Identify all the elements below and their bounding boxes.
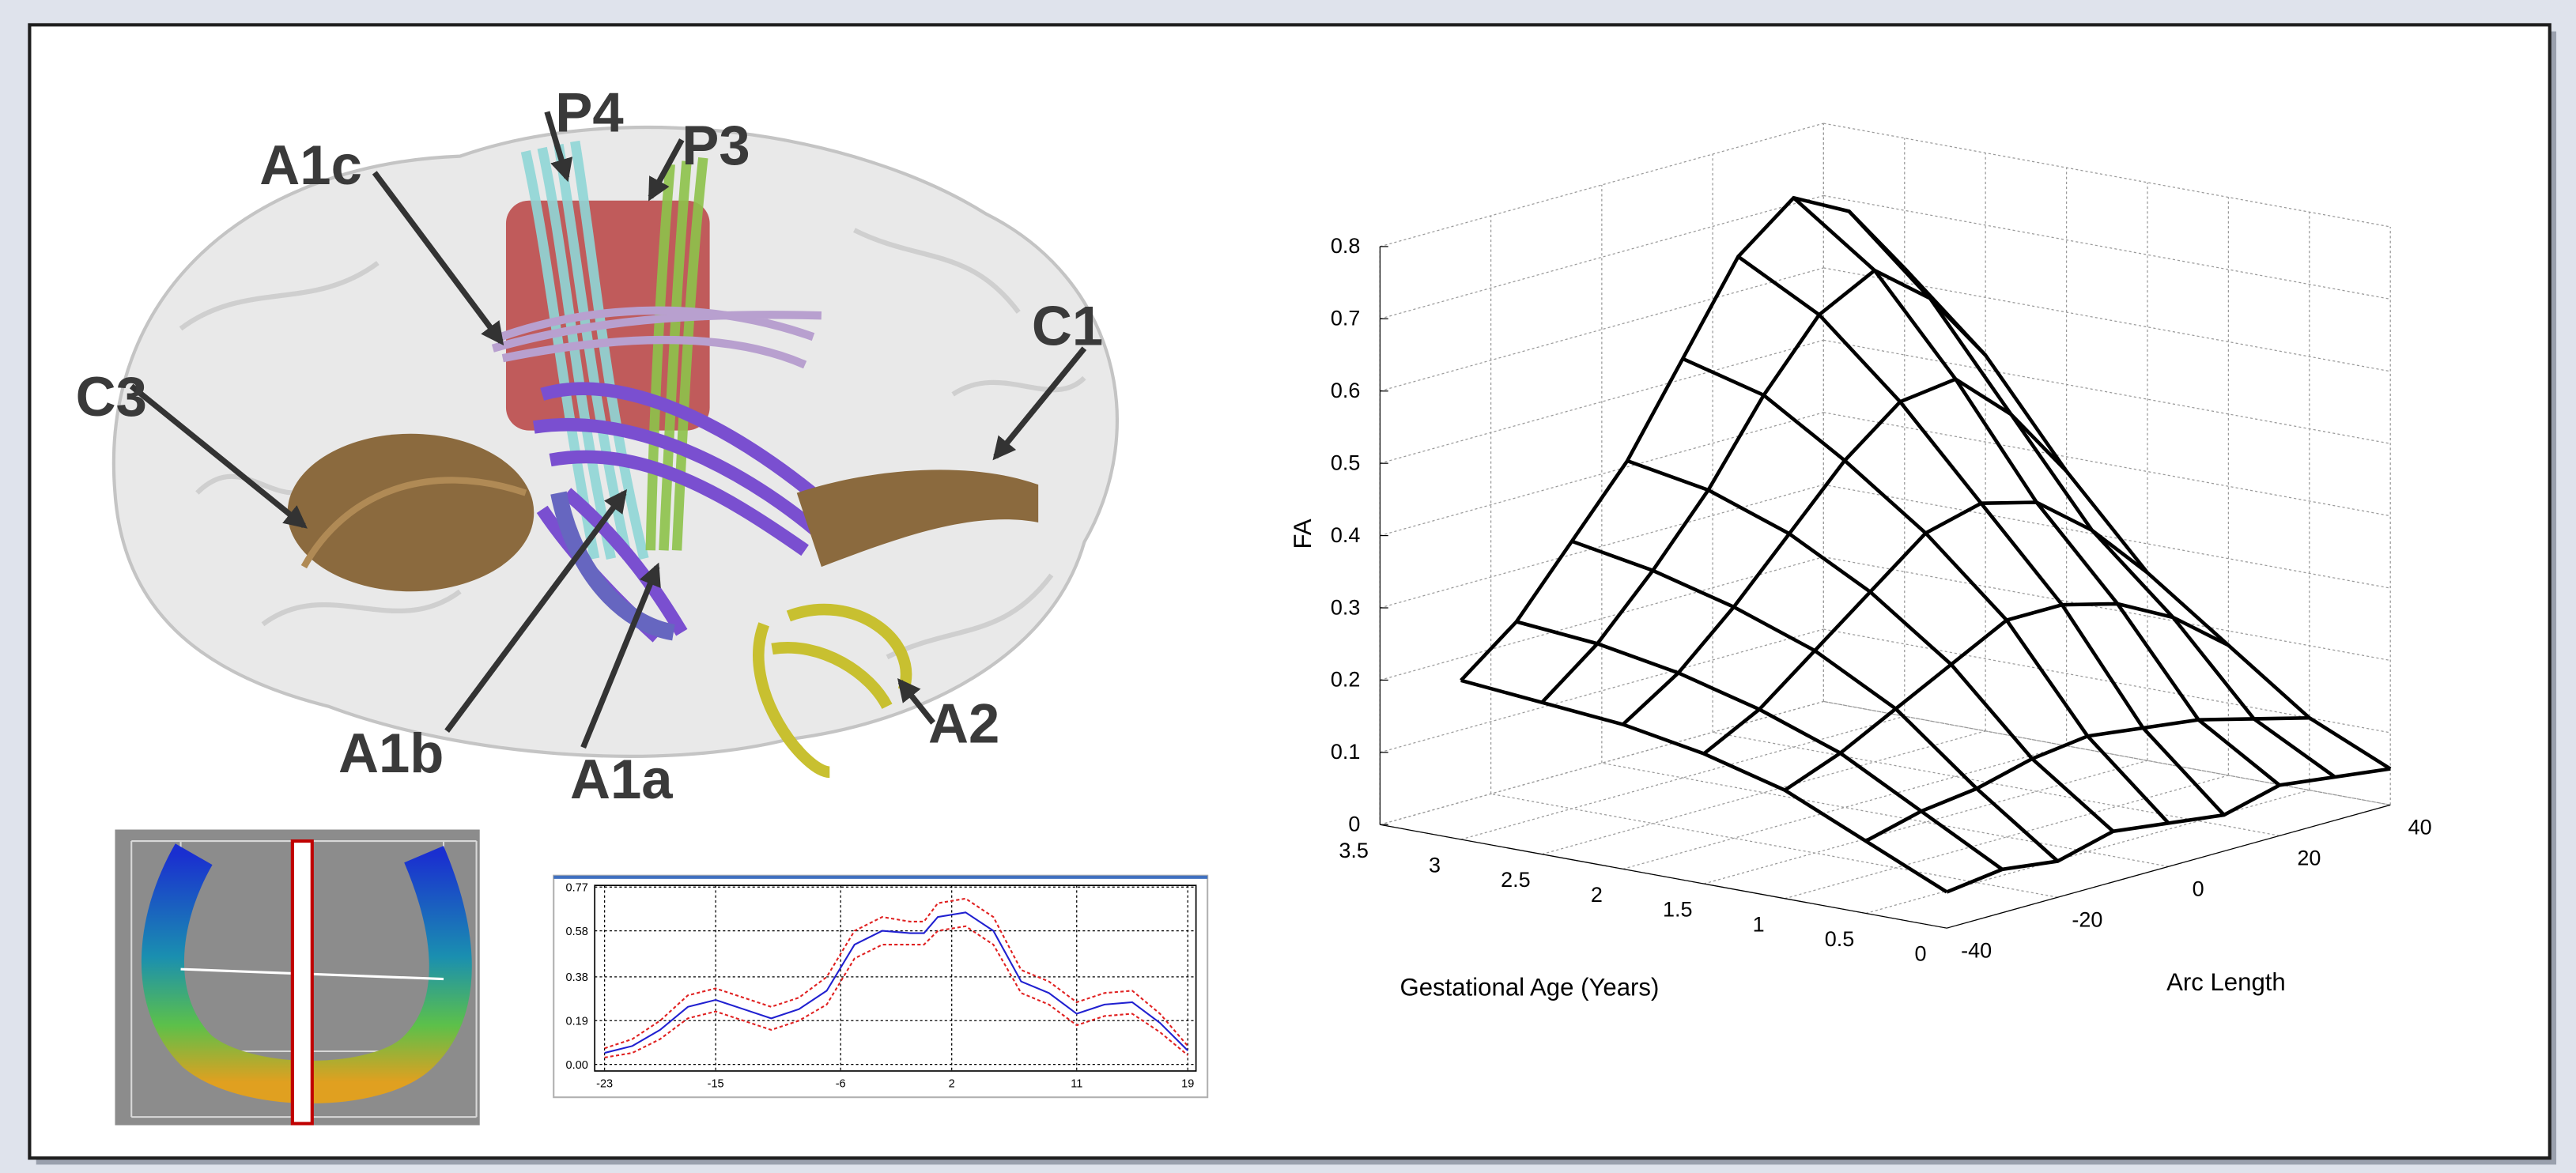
tract-inset: [115, 830, 479, 1126]
x-tick-label: 1.5: [1663, 898, 1693, 922]
x-tick-label: 3: [1429, 854, 1441, 877]
tract-label: C3: [76, 365, 147, 428]
x-axis-label: Gestational Age (Years): [1399, 973, 1659, 1001]
x-tick-label: -6: [836, 1078, 846, 1091]
z-tick-label: 0.8: [1331, 234, 1361, 258]
tract-label: P3: [682, 114, 750, 176]
tract-label: C1: [1032, 295, 1103, 357]
y-tick-label: 0.19: [566, 1015, 588, 1028]
z-tick-label: 0.7: [1331, 307, 1361, 330]
x-tick-label: 0: [1914, 942, 1926, 966]
tract-label: A1a: [570, 748, 673, 810]
z-tick-label: 0: [1348, 813, 1360, 836]
z-tick-label: 0.6: [1331, 379, 1361, 402]
y-tick-label: 0.38: [566, 971, 588, 984]
z-tick-label: 0.5: [1331, 451, 1361, 474]
x-tick-label: 2: [1591, 883, 1603, 907]
x-tick-label: -23: [596, 1078, 613, 1091]
tract-label: A2: [928, 692, 999, 754]
y-tick-label: -40: [1961, 939, 1992, 963]
y-tick-label: -20: [2072, 908, 2102, 932]
z-axis-label: FA: [1289, 519, 1316, 549]
y-tick-label: 0.58: [566, 926, 588, 938]
x-tick-label: 11: [1071, 1078, 1082, 1091]
tract-label: P4: [555, 81, 623, 143]
z-tick-label: 0.2: [1331, 668, 1361, 692]
x-tick-label: 3.5: [1339, 839, 1369, 862]
y-tick-label: 20: [2297, 847, 2321, 870]
z-tick-label: 0.3: [1331, 595, 1361, 619]
x-tick-label: 2.5: [1501, 868, 1531, 892]
y-tick-label: 0.00: [566, 1059, 588, 1072]
x-tick-label: 2: [949, 1078, 955, 1091]
y-axis-label: Arc Length: [2166, 968, 2286, 996]
y-tick-label: 40: [2408, 816, 2432, 839]
x-tick-label: 19: [1181, 1078, 1194, 1091]
z-tick-label: 0.4: [1331, 523, 1361, 547]
z-tick-label: 0.1: [1331, 740, 1361, 764]
x-tick-label: 0.5: [1825, 927, 1855, 951]
tract-label: A1c: [259, 134, 362, 196]
y-tick-label: 0: [2193, 877, 2204, 901]
tract-label: A1b: [338, 722, 444, 784]
x-tick-label: -15: [708, 1078, 724, 1091]
figure: A1c P4 P3 C1 C3 A1b A1a A2 0.00 0.19 0.38 0…: [0, 0, 2576, 1173]
brain-illustration: [114, 112, 1117, 772]
y-tick-label: 0.77: [566, 881, 588, 894]
x-tick-label: 1: [1753, 912, 1765, 936]
